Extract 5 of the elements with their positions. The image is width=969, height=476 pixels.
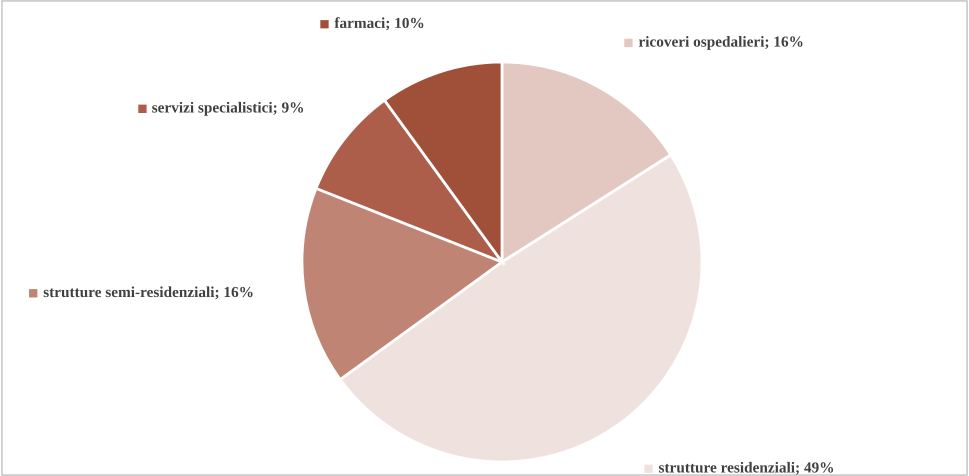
legend-label: strutture semi-residenziali; 16% (44, 286, 253, 300)
legend-label: servizi specialistici; 9% (152, 102, 304, 116)
legend-label: farmaci; 10% (334, 17, 424, 30)
legend-label: ricoveri ospedalieri; 16% (638, 36, 802, 50)
legend-label: strutture residenziali; 49% (658, 462, 834, 475)
